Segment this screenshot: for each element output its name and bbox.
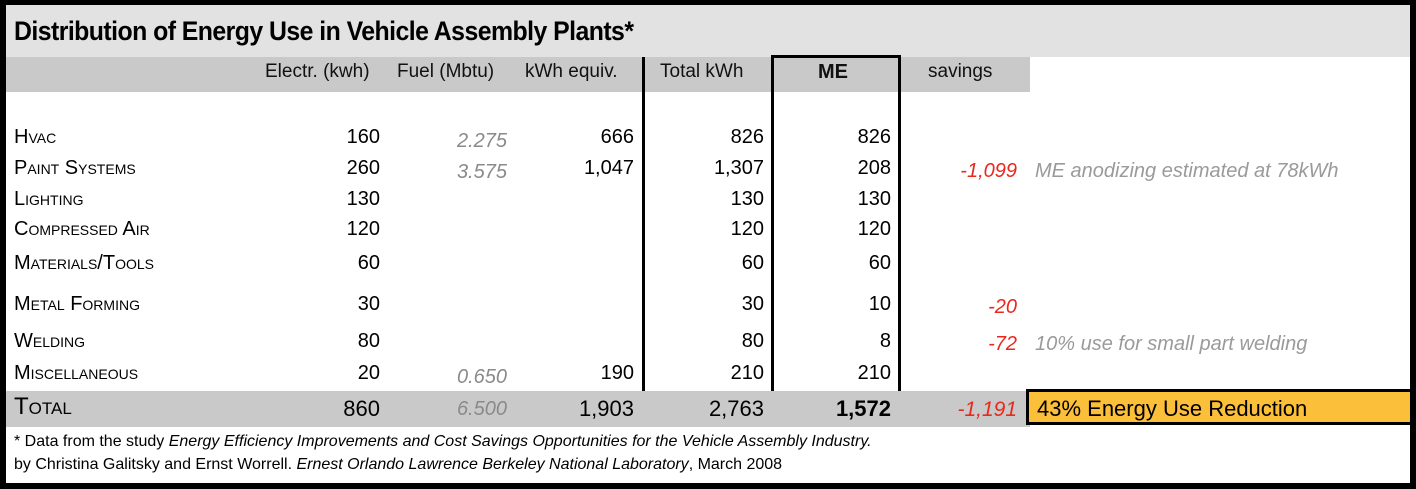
table-panel: Distribution of Energy Use in Vehicle As… <box>6 5 1410 483</box>
total-me: 1,572 <box>835 396 891 421</box>
row-7-total: 80 <box>741 330 764 352</box>
row-4-label: Compressed Air <box>14 218 150 240</box>
reduction-text: 43% Energy Use Reduction <box>1037 396 1308 421</box>
footnote-study: Energy Efficiency Improvements and Cost … <box>168 433 872 450</box>
total-bar <box>6 391 1030 427</box>
row-6-electr: 30 <box>357 293 380 315</box>
row-6-label: Metal Forming <box>14 293 140 315</box>
row-4-electr: 120 <box>346 218 380 240</box>
row-2-fuel: 3.575 <box>456 161 507 183</box>
row-1-kwh-equiv: 666 <box>600 126 634 148</box>
footnote-line-2: by Christina Galitsky and Ernst Worrell.… <box>14 456 782 474</box>
row-7-electr: 80 <box>357 330 380 352</box>
row-5-electr: 60 <box>357 252 380 274</box>
header-total: Total kWh <box>660 61 744 82</box>
row-6-me: 10 <box>868 293 891 315</box>
total-total: 2,763 <box>708 396 764 421</box>
row-1-me: 826 <box>857 126 891 148</box>
row-2-total: 1,307 <box>713 157 764 179</box>
footnote-date: , March 2008 <box>688 456 783 473</box>
row-8-electr: 20 <box>357 362 380 384</box>
reduction-badge: 43% Energy Use Reduction <box>1026 389 1410 425</box>
row-7-note: 10% use for small part welding <box>1035 333 1308 355</box>
row-7-me: 8 <box>879 330 891 352</box>
row-8-label: Miscellaneous <box>14 362 139 384</box>
row-3-electr: 130 <box>346 188 380 210</box>
row-2-savings: -1,099 <box>960 160 1017 182</box>
row-2-kwh-equiv: 1,047 <box>583 157 634 179</box>
header-me: ME <box>818 61 848 83</box>
row-5-me: 60 <box>868 252 891 274</box>
row-8-kwh-equiv: 190 <box>600 362 634 384</box>
header-fuel: Fuel (Mbtu) <box>397 61 495 82</box>
footnote-line-1: * Data from the study Energy Efficiency … <box>14 433 872 451</box>
row-1-total: 826 <box>730 126 764 148</box>
title-bar <box>6 5 1410 57</box>
header-kwh-equiv: kWh equiv. <box>525 61 618 82</box>
row-3-label: Lighting <box>14 188 84 210</box>
footnote-authors: by Christina Galitsky and Ernst Worrell. <box>14 456 297 473</box>
row-1-label: Hvac <box>14 126 57 148</box>
total-label: Total <box>14 393 72 420</box>
table-title: Distribution of Energy Use in Vehicle As… <box>14 16 634 46</box>
row-3-total: 130 <box>730 188 764 210</box>
row-7-savings: -72 <box>988 333 1017 355</box>
row-2-electr: 260 <box>346 157 380 179</box>
row-3-me: 130 <box>857 188 891 210</box>
row-1-fuel: 2.275 <box>456 130 507 152</box>
total-kwh-equiv: 1,903 <box>578 396 634 421</box>
row-7-label: Welding <box>14 330 86 352</box>
row-6-savings: -20 <box>988 296 1017 318</box>
total-fuel: 6.500 <box>456 398 507 420</box>
total-electr: 860 <box>343 396 380 421</box>
row-8-fuel: 0.650 <box>456 366 507 388</box>
footnote-prefix: * Data from the study <box>14 433 169 450</box>
row-5-label: Materials/Tools <box>14 252 154 274</box>
column-divider <box>642 57 645 423</box>
row-1-electr: 160 <box>346 126 380 148</box>
row-2-note: ME anodizing estimated at 78kWh <box>1035 160 1339 182</box>
header-electr: Electr. (kwh) <box>265 61 370 82</box>
header-savings: savings <box>928 61 993 82</box>
row-5-total: 60 <box>741 252 764 274</box>
row-4-me: 120 <box>857 218 891 240</box>
row-6-total: 30 <box>741 293 764 315</box>
row-2-label: Paint Systems <box>14 157 136 179</box>
footnote-lab: Ernest Orlando Lawrence Berkeley Nationa… <box>296 456 689 473</box>
row-4-total: 120 <box>730 218 764 240</box>
me-header-bg <box>774 58 898 92</box>
row-2-me: 208 <box>857 157 891 179</box>
row-8-total: 210 <box>730 362 764 384</box>
row-8-me: 210 <box>857 362 891 384</box>
total-savings: -1,191 <box>957 398 1017 421</box>
